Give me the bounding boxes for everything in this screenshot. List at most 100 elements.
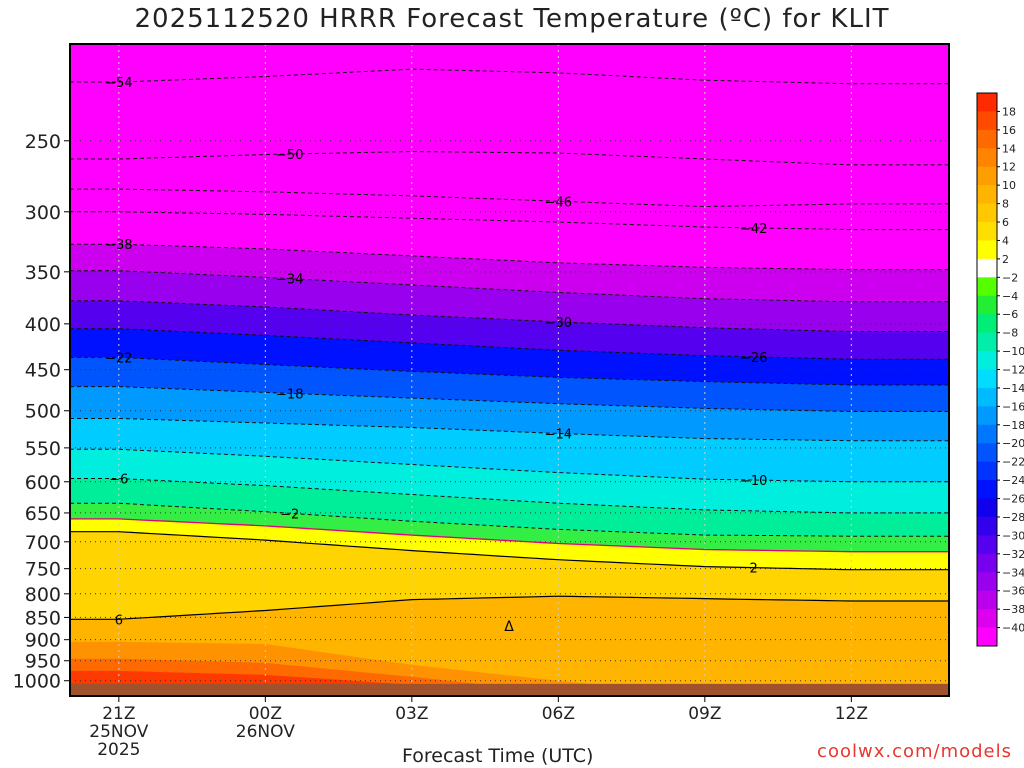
colorbar-swatch	[977, 93, 997, 112]
colorbar-swatch	[977, 240, 997, 260]
isotherm-label: −50	[276, 148, 303, 163]
isotherm-0	[70, 518, 949, 553]
colorbar-label: −6	[1002, 308, 1018, 321]
isotherm-label: 2	[750, 562, 758, 577]
isotherm-label: −30	[545, 316, 572, 331]
colorbar-label: −34	[1002, 566, 1024, 579]
y-tick-label: 400	[25, 314, 61, 336]
isotherm-label: −6	[109, 473, 128, 488]
colorbar-swatch	[977, 516, 997, 536]
y-tick-label: 600	[25, 472, 61, 494]
isotherm-label: −54	[105, 76, 132, 91]
isotherm-label: −38	[105, 238, 132, 253]
colorbar-label: 4	[1002, 234, 1009, 247]
colorbar-label: 14	[1002, 142, 1016, 155]
colorbar-swatch	[977, 424, 997, 444]
y-tick-label: 850	[25, 607, 61, 629]
colorbar-swatch	[977, 387, 997, 407]
y-tick-label: 650	[25, 503, 61, 525]
isotherm-lines: −54−50−46−42−38−34−30−26−22−18−14−10−6−2…	[70, 68, 949, 628]
colorbar-swatch	[977, 572, 997, 592]
colorbar-label: −30	[1002, 529, 1024, 542]
colorbar-label: −26	[1002, 493, 1024, 506]
colorbar-swatch	[977, 277, 997, 297]
chart-annotation-delta: Δ	[504, 619, 514, 635]
y-tick-label: 950	[25, 651, 61, 673]
colorbar-label: −38	[1002, 603, 1024, 616]
colorbar-swatch	[977, 369, 997, 389]
credit-text: coolwx.com/models	[817, 741, 1012, 762]
colorbar-label: −22	[1002, 456, 1024, 469]
colorbar-label: 18	[1002, 105, 1016, 118]
isotherm-label: −34	[276, 273, 303, 288]
y-tick-label: 1000	[13, 671, 61, 693]
x-tick-label: 12Z	[835, 704, 868, 724]
colorbar-label: −16	[1002, 400, 1024, 413]
isotherm-label: −22	[105, 351, 132, 366]
colorbar-swatch	[977, 295, 997, 315]
colorbar-label: −28	[1002, 511, 1024, 524]
x-tick-label: 09Z	[688, 704, 721, 724]
colorbar-swatch	[977, 609, 997, 629]
colorbar-swatch	[977, 443, 997, 463]
colorbar-label: −24	[1002, 474, 1024, 487]
colorbar-label: −36	[1002, 585, 1024, 598]
colorbar-label: 16	[1002, 124, 1016, 137]
colorbar-label: −8	[1002, 327, 1018, 340]
colorbar-label: 10	[1002, 179, 1016, 192]
isotherm-label: −10	[740, 474, 767, 489]
x-tick-label: 06Z	[542, 704, 575, 724]
grid-lines	[70, 44, 949, 696]
colorbar-label: −14	[1002, 382, 1024, 395]
x-tick-label: 21Z	[102, 704, 135, 724]
colorbar-swatch	[977, 406, 997, 426]
colorbar-label: −2	[1002, 271, 1018, 284]
colorbar-label: −40	[1002, 622, 1024, 635]
y-tick-label: 450	[25, 360, 61, 382]
colorbar-swatch	[977, 332, 997, 352]
colorbar-swatch	[977, 590, 997, 610]
colorbar-label: 2	[1002, 253, 1009, 266]
y-tick-label: 250	[25, 131, 61, 153]
x-axis-label: Forecast Time (UTC)	[402, 745, 594, 767]
isotherm-label: −18	[276, 387, 303, 402]
colorbar-swatch	[977, 203, 997, 223]
y-tick-label: 700	[25, 532, 61, 554]
y-tick-label: 900	[25, 630, 61, 652]
chart-title: 2025112520 HRRR Forecast Temperature (ºC…	[134, 4, 890, 34]
isotherm-label: −14	[545, 427, 572, 442]
terrain-ground	[70, 683, 949, 696]
colorbar-swatch	[977, 222, 997, 241]
colorbar-swatch	[977, 111, 997, 131]
y-tick-label: 500	[25, 401, 61, 423]
colorbar-swatch	[977, 185, 997, 205]
colorbar-swatch	[977, 627, 997, 647]
y-tick-label: 550	[25, 438, 61, 460]
colorbar-swatch	[977, 129, 997, 149]
y-axis-ticks: 2503003504004505005506006507007508008509…	[13, 131, 70, 693]
y-tick-label: 300	[25, 202, 61, 224]
colorbar-label: −20	[1002, 437, 1024, 450]
colorbar-label: −32	[1002, 548, 1024, 561]
colorbar-label: 12	[1002, 161, 1016, 174]
isotherm-2	[70, 531, 949, 571]
isotherm-label: −2	[280, 507, 299, 522]
colorbar-swatch	[977, 314, 997, 334]
y-tick-label: 750	[25, 559, 61, 581]
isotherm-label: −26	[740, 351, 767, 366]
x-tick-label: 00Z	[249, 704, 282, 724]
colorbar-swatch	[977, 258, 997, 278]
isotherm-label: −42	[740, 222, 767, 237]
colorbar-swatch	[977, 535, 997, 555]
x-tick-sublabel: 2025	[97, 740, 140, 760]
colorbar-label: −12	[1002, 364, 1024, 377]
colorbar-swatch	[977, 148, 997, 168]
colorbar-label: −4	[1002, 290, 1018, 303]
x-tick-label: 03Z	[395, 704, 428, 724]
temperature-bands	[70, 44, 949, 696]
isotherm-6	[70, 595, 949, 620]
colorbar-label: 6	[1002, 216, 1009, 229]
colorbar-swatch	[977, 351, 997, 370]
